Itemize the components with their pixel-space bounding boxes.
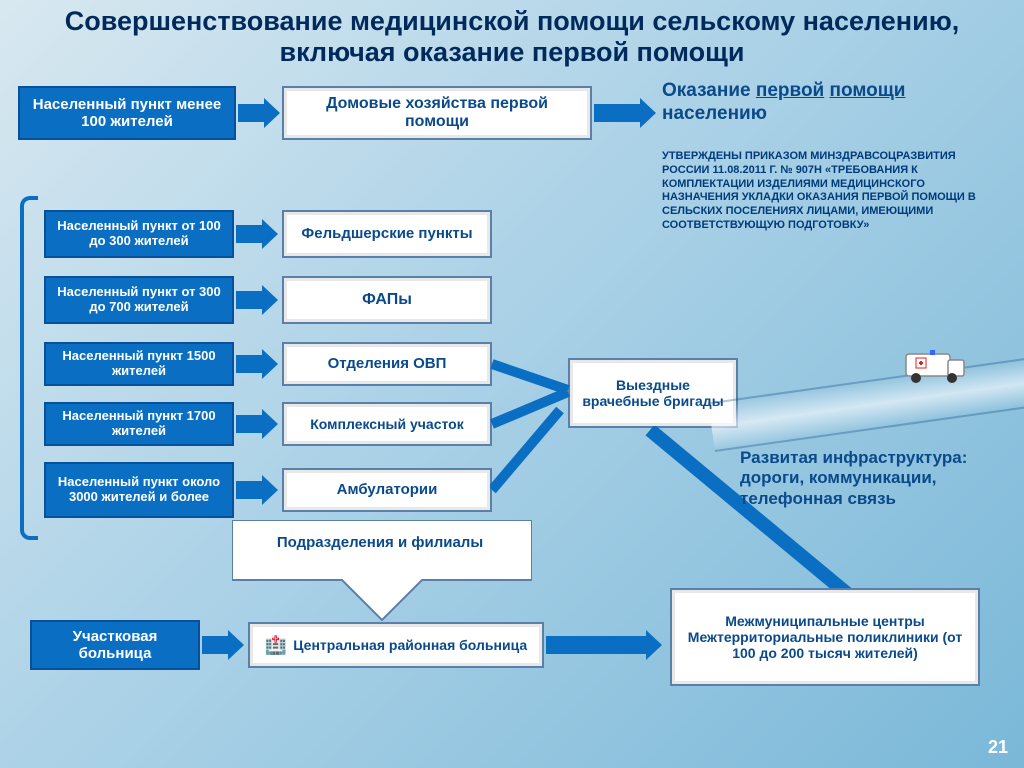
label: ФАПы bbox=[362, 291, 412, 309]
box-intermunicipal: Межмуниципальные центры Межтерриториальн… bbox=[670, 588, 980, 686]
ambulance-icon bbox=[900, 346, 970, 386]
label: Населенный пункт от 300 до 700 жителей bbox=[52, 285, 226, 315]
arrow-central-out bbox=[546, 636, 646, 654]
label: Межмуниципальные центры Межтерриториальн… bbox=[680, 613, 970, 661]
box-subunits: Подразделения и филиалы bbox=[260, 534, 500, 552]
arrow-r-3 bbox=[236, 415, 262, 433]
label: Комплексный участок bbox=[310, 416, 463, 432]
box-settlement-1500: Населенный пункт 1500 жителей bbox=[44, 342, 234, 386]
label: Населенный пункт около 3000 жителей и бо… bbox=[52, 475, 226, 505]
box-settlement-100-300: Населенный пункт от 100 до 300 жителей bbox=[44, 210, 234, 258]
label: Участковая больница bbox=[38, 628, 192, 663]
box-complex: Комплексный участок bbox=[282, 402, 492, 446]
box-settlement-1700: Населенный пункт 1700 жителей bbox=[44, 402, 234, 446]
arrow-top-1 bbox=[238, 104, 264, 122]
bracket bbox=[20, 196, 38, 540]
label: Амбулатории bbox=[337, 481, 438, 498]
arrow-top-2 bbox=[594, 104, 640, 122]
arrow-r-1 bbox=[236, 291, 262, 309]
label: Населенный пункт 1700 жителей bbox=[52, 409, 226, 439]
box-fap: ФАПы bbox=[282, 276, 492, 324]
box-settlement-300-700: Населенный пункт от 300 до 700 жителей bbox=[44, 276, 234, 324]
arrow-r-0 bbox=[236, 225, 262, 243]
box-household-firstaid: Домовые хозяйства первой помощи bbox=[282, 86, 592, 140]
road bbox=[708, 358, 1024, 452]
label: Центральная районная больница bbox=[293, 637, 527, 653]
arrow-district bbox=[202, 636, 228, 654]
label: Фельдшерские пункты bbox=[301, 225, 472, 242]
box-feldsher: Фельдшерские пункты bbox=[282, 210, 492, 258]
label: Выездные врачебные бригады bbox=[578, 377, 728, 409]
label: Домовые хозяйства первой помощи bbox=[292, 95, 582, 132]
arrow-r-2 bbox=[236, 355, 262, 373]
page-number: 21 bbox=[988, 737, 1008, 758]
box-central-hospital: 🏥 Центральная районная больница bbox=[248, 622, 544, 668]
label-first-aid: Оказание первой помощи населению bbox=[662, 80, 992, 126]
label-infrastructure: Развитая инфраструктура: дороги, коммуни… bbox=[740, 448, 1010, 509]
label: Населенный пункт 1500 жителей bbox=[52, 349, 226, 379]
decree-text: УТВЕРЖДЕНЫ ПРИКАЗОМ МИНЗДРАВСОЦРАЗВИТИЯ … bbox=[662, 150, 1002, 233]
page-title: Совершенствование медицинской помощи сел… bbox=[0, 0, 1024, 72]
arrow-r-4 bbox=[236, 481, 262, 499]
label: Отделения ОВП bbox=[328, 355, 447, 372]
box-ovp: Отделения ОВП bbox=[282, 342, 492, 386]
label: Населенный пункт от 100 до 300 жителей bbox=[52, 219, 226, 249]
box-settlement-lt100: Населенный пункт менее 100 жителей bbox=[18, 86, 236, 140]
label: Населенный пункт менее 100 жителей bbox=[26, 96, 228, 131]
box-settlement-3000: Населенный пункт около 3000 жителей и бо… bbox=[44, 462, 234, 518]
hospital-icon: 🏥 bbox=[265, 635, 287, 656]
box-ambulatory: Амбулатории bbox=[282, 468, 492, 512]
box-district-hospital: Участковая больница bbox=[30, 620, 200, 670]
